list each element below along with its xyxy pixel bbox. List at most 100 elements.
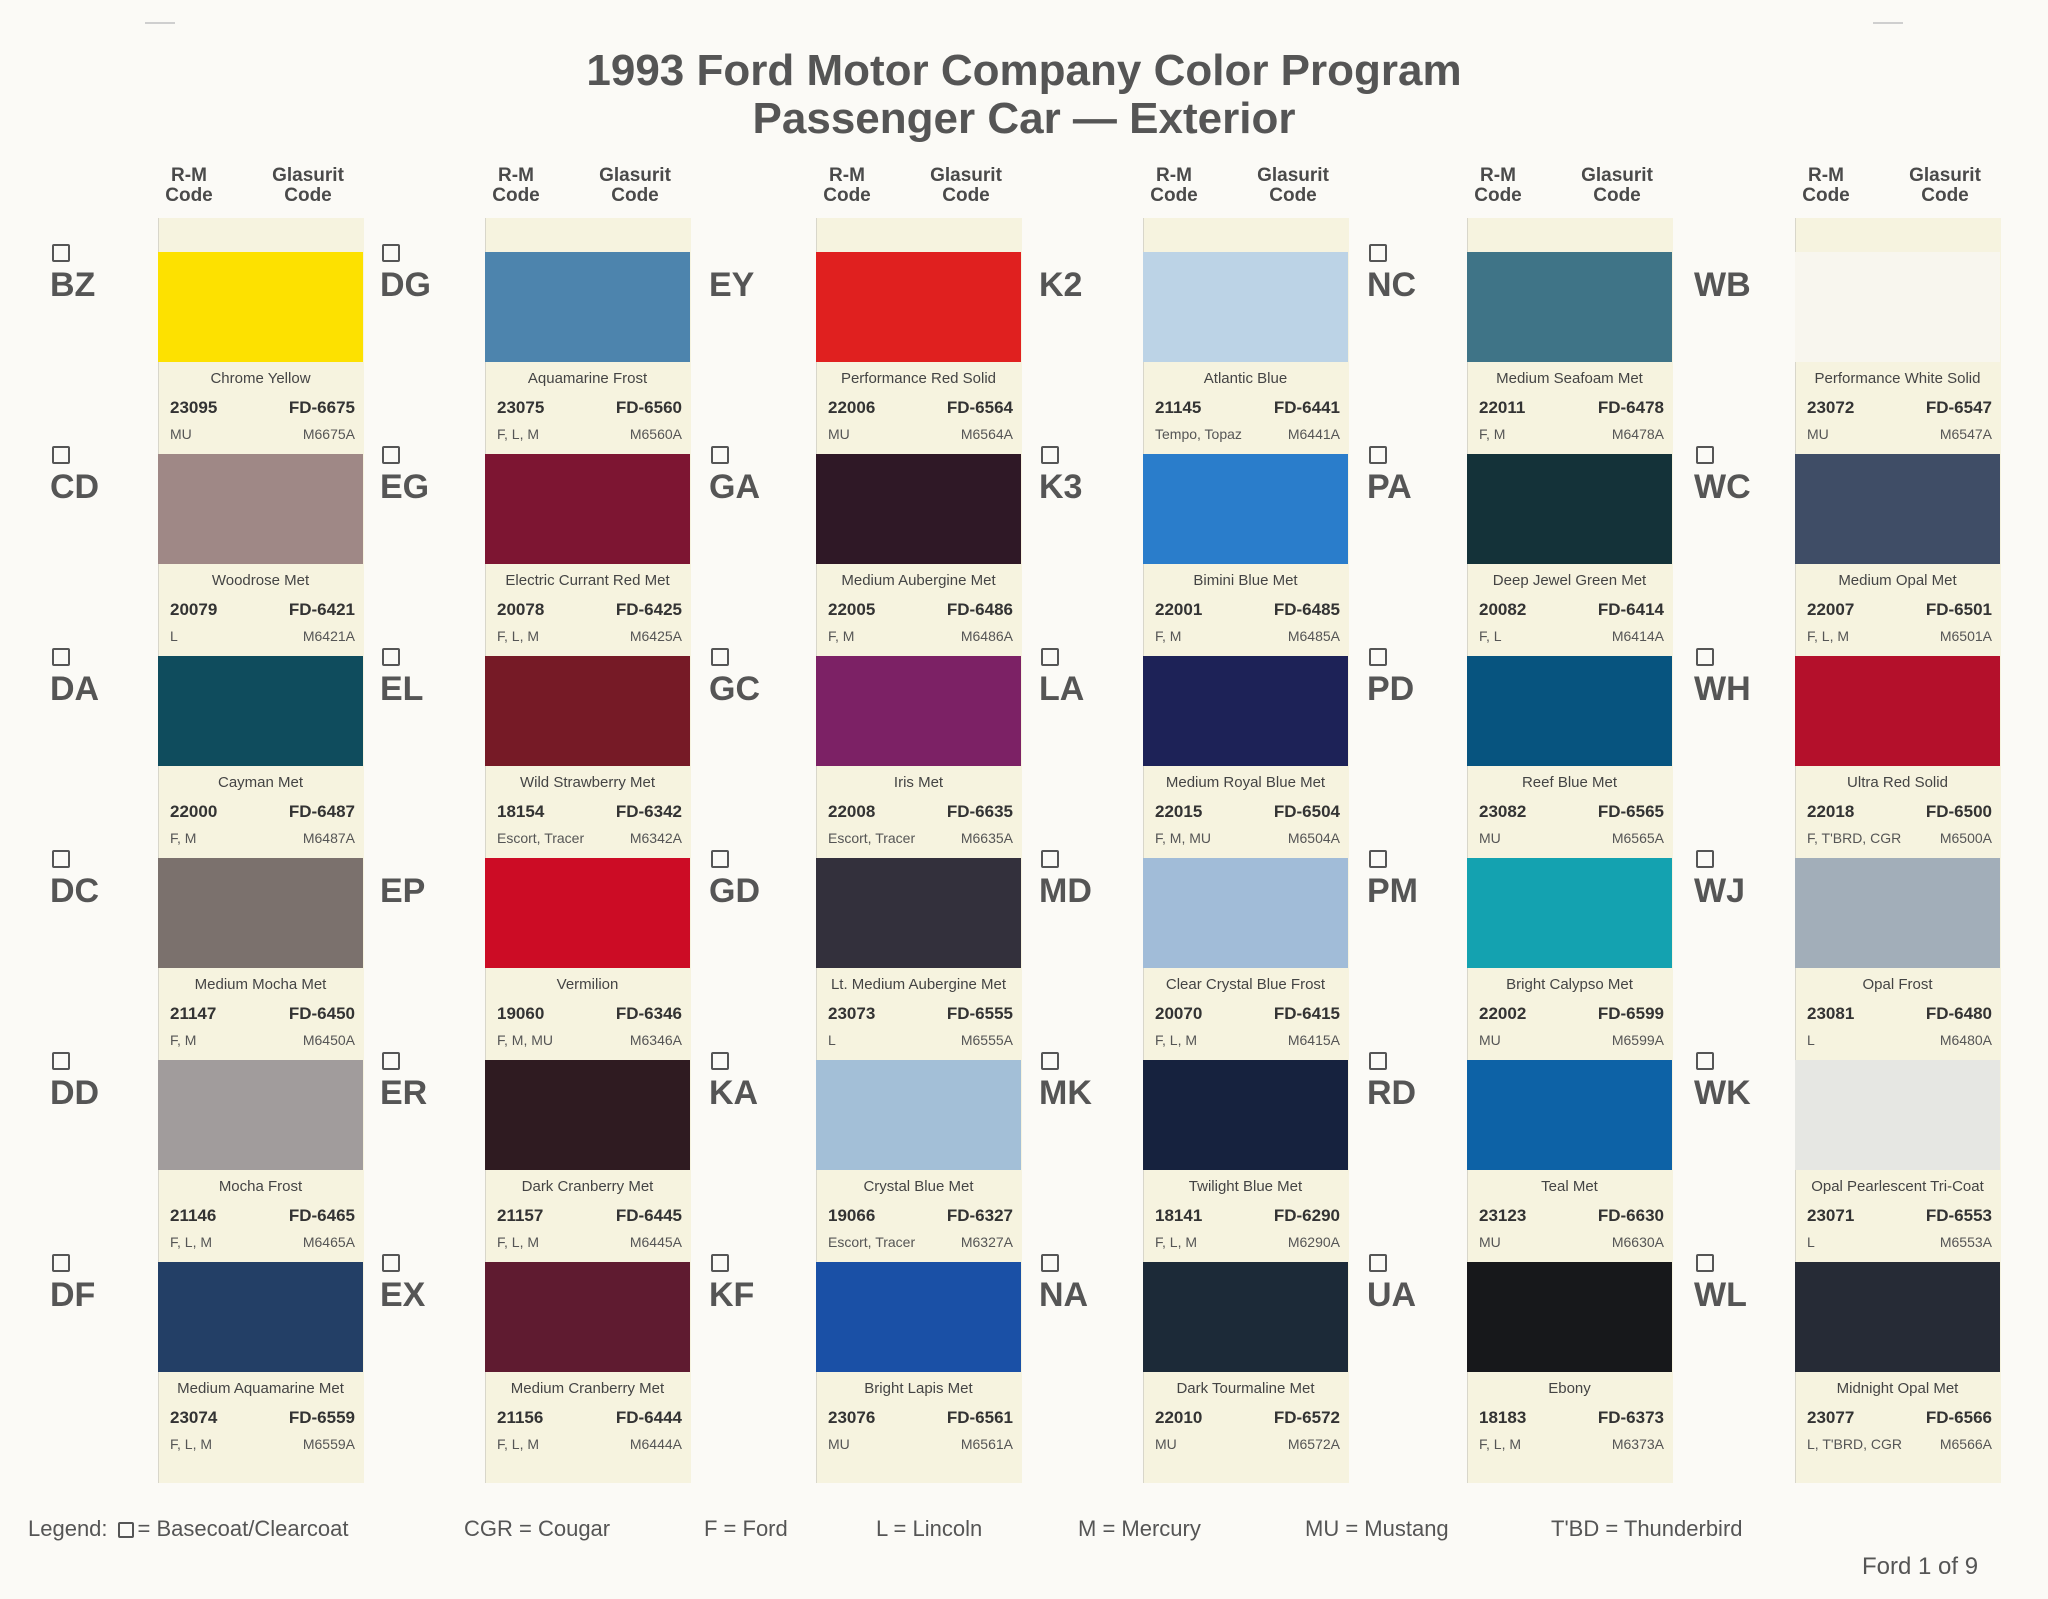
alt-code: M6553A xyxy=(1939,1234,1992,1250)
color-swatch xyxy=(1467,656,1672,766)
paint-code: DD xyxy=(50,1074,100,1112)
legend-basecoat-text: = Basecoat/Clearcoat xyxy=(137,1516,349,1541)
color-name: Electric Currant Red Met xyxy=(505,572,670,589)
color-info: Crystal Blue Met 19066 FD-6327 Escort, Trac… xyxy=(816,1170,1021,1262)
vehicle-codes: F, M xyxy=(1479,426,1506,442)
glasurit-code: FD-6675 xyxy=(288,398,355,417)
basecoat-checkbox-icon xyxy=(52,850,70,868)
rm-code: 19066 xyxy=(828,1206,876,1225)
column-header: R-M Code Glasurit Code xyxy=(816,166,1021,206)
color-info: Electric Currant Red Met 20078 FD-6425 F, L… xyxy=(485,564,690,656)
paint-code: KA xyxy=(709,1074,759,1112)
column-header: R-M Code Glasurit Code xyxy=(158,166,363,206)
alt-code: M6560A xyxy=(629,426,682,442)
glasurit-header-line2: Code xyxy=(1593,185,1641,206)
page-title: 1993 Ford Motor Company Color Program xyxy=(586,46,1462,95)
rm-code: 18154 xyxy=(497,802,545,821)
alt-code: M6487A xyxy=(302,830,355,846)
basecoat-checkbox-icon xyxy=(1369,1254,1387,1272)
rm-code: 21146 xyxy=(170,1206,217,1225)
rm-code: 22018 xyxy=(1807,802,1855,821)
alt-code: M6327A xyxy=(960,1234,1013,1250)
paint-code: MD xyxy=(1039,872,1092,910)
rm-code-header: R-M Code xyxy=(1143,166,1205,206)
glasurit-code: FD-6342 xyxy=(615,802,682,821)
basecoat-checkbox-icon xyxy=(1696,1254,1714,1272)
color-swatch xyxy=(816,252,1021,362)
paint-code: DG xyxy=(380,266,431,304)
glasurit-code: FD-6445 xyxy=(615,1206,682,1225)
glasurit-code: FD-6480 xyxy=(1925,1004,1992,1023)
glasurit-code-header: Glasurit Code xyxy=(253,166,363,206)
vehicle-codes: F, T'BRD, CGR xyxy=(1807,830,1902,846)
color-info: Mocha Frost 21146 FD-6465 F, L, M M6465A xyxy=(158,1170,363,1262)
basecoat-checkbox-icon xyxy=(1369,446,1387,464)
color-swatch xyxy=(158,1262,363,1372)
color-swatch xyxy=(1467,1262,1672,1372)
basecoat-checkbox-icon xyxy=(1696,648,1714,666)
color-name: Dark Tourmaline Met xyxy=(1176,1380,1315,1397)
glasurit-header-line1: Glasurit xyxy=(1257,165,1329,186)
paint-code: EX xyxy=(380,1276,426,1314)
alt-code: M6421A xyxy=(302,628,355,644)
color-name: Woodrose Met xyxy=(211,572,310,589)
glasurit-code: FD-6635 xyxy=(946,802,1013,821)
paint-code: PA xyxy=(1367,468,1412,506)
color-swatch xyxy=(1467,1060,1672,1170)
alt-code: M6561A xyxy=(960,1436,1013,1452)
basecoat-checkbox-icon xyxy=(711,648,729,666)
rm-header-line2: Code xyxy=(492,185,540,206)
basecoat-checkbox-icon xyxy=(711,1254,729,1272)
rm-code: 20079 xyxy=(170,600,218,619)
color-info: Medium Aubergine Met 22005 FD-6486 F, M M648… xyxy=(816,564,1021,656)
paint-code: WB xyxy=(1694,266,1751,304)
column-header: R-M Code Glasurit Code xyxy=(1467,166,1672,206)
color-name: Teal Met xyxy=(1541,1178,1598,1195)
color-name: Twilight Blue Met xyxy=(1188,1178,1303,1195)
page-number: Ford 1 of 9 xyxy=(1862,1553,1979,1580)
color-name: Medium Seafoam Met xyxy=(1496,370,1643,387)
paint-code: WK xyxy=(1694,1074,1751,1112)
basecoat-checkbox-icon xyxy=(1696,850,1714,868)
vehicle-codes: Escort, Tracer xyxy=(497,830,585,846)
glasurit-code: FD-6485 xyxy=(1273,600,1340,619)
legend-mu: MU = Mustang xyxy=(1305,1516,1449,1541)
rm-code: 22002 xyxy=(1479,1004,1527,1023)
rm-code: 18141 xyxy=(1155,1206,1203,1225)
color-name: Cayman Met xyxy=(217,774,304,791)
alt-code: M6547A xyxy=(1939,426,1992,442)
paint-code: EY xyxy=(709,266,755,304)
alt-code: M6635A xyxy=(960,830,1013,846)
glasurit-code-header: Glasurit Code xyxy=(911,166,1021,206)
color-swatch xyxy=(1143,656,1348,766)
legend-basecoat: Legend: = Basecoat/Clearcoat xyxy=(28,1516,349,1542)
alt-code: M6450A xyxy=(302,1032,355,1048)
color-info: Medium Cranberry Met 21156 FD-6444 F, L, M M… xyxy=(485,1372,690,1464)
rm-code: 22000 xyxy=(170,802,218,821)
color-swatch xyxy=(485,252,690,362)
color-name: Reef Blue Met xyxy=(1521,774,1618,791)
color-swatch xyxy=(485,1262,690,1372)
basecoat-checkbox-icon xyxy=(1369,244,1387,262)
glasurit-header-line1: Glasurit xyxy=(599,165,671,186)
paint-code: WJ xyxy=(1694,872,1745,910)
glasurit-code: FD-6565 xyxy=(1597,802,1664,821)
basecoat-checkbox-icon xyxy=(52,446,70,464)
legend-tbd: T'BD = Thunderbird xyxy=(1551,1516,1743,1541)
glasurit-code: FD-6486 xyxy=(946,600,1013,619)
color-info: Deep Jewel Green Met 20082 FD-6414 F, L M641… xyxy=(1467,564,1672,656)
basecoat-checkbox-icon xyxy=(382,1254,400,1272)
paint-code: GC xyxy=(709,670,760,708)
rm-code-header: R-M Code xyxy=(816,166,878,206)
rm-code: 22006 xyxy=(828,398,876,417)
basecoat-checkbox-icon xyxy=(382,446,400,464)
basecoat-checkbox-icon xyxy=(1041,446,1059,464)
color-swatch xyxy=(158,1060,363,1170)
glasurit-code: FD-6415 xyxy=(1273,1004,1340,1023)
vehicle-codes: F, L, M xyxy=(170,1234,213,1250)
paint-code: BZ xyxy=(50,266,96,304)
rm-header-line2: Code xyxy=(1802,185,1850,206)
alt-code: M6290A xyxy=(1287,1234,1340,1250)
color-swatch xyxy=(816,1262,1021,1372)
paint-code: DA xyxy=(50,670,100,708)
